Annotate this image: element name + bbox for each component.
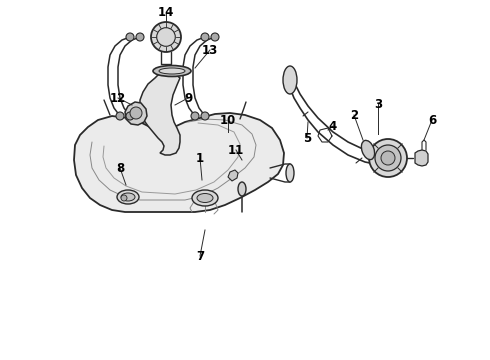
Text: 5: 5 xyxy=(303,131,311,144)
Ellipse shape xyxy=(197,194,213,202)
Circle shape xyxy=(201,112,209,120)
Text: 1: 1 xyxy=(196,152,204,165)
Circle shape xyxy=(121,195,127,201)
Circle shape xyxy=(130,107,142,119)
Ellipse shape xyxy=(121,193,135,201)
Ellipse shape xyxy=(117,190,139,204)
Ellipse shape xyxy=(381,151,395,165)
Ellipse shape xyxy=(369,139,407,177)
Text: 6: 6 xyxy=(428,113,436,126)
Circle shape xyxy=(126,33,134,41)
Circle shape xyxy=(211,33,219,41)
Circle shape xyxy=(151,22,181,52)
Ellipse shape xyxy=(153,66,191,77)
Circle shape xyxy=(126,112,134,120)
Polygon shape xyxy=(74,113,284,212)
Polygon shape xyxy=(228,170,238,181)
Circle shape xyxy=(116,112,124,120)
Text: 10: 10 xyxy=(220,113,236,126)
Circle shape xyxy=(136,33,144,41)
Ellipse shape xyxy=(375,145,401,171)
Circle shape xyxy=(191,112,199,120)
Text: 7: 7 xyxy=(196,249,204,262)
Ellipse shape xyxy=(159,68,185,74)
Ellipse shape xyxy=(362,140,374,159)
Ellipse shape xyxy=(192,190,218,206)
Ellipse shape xyxy=(286,164,294,182)
Text: 14: 14 xyxy=(158,5,174,18)
Text: 11: 11 xyxy=(228,144,244,157)
Polygon shape xyxy=(140,72,180,155)
Text: 13: 13 xyxy=(202,44,218,57)
Ellipse shape xyxy=(238,182,246,196)
Polygon shape xyxy=(125,102,147,125)
Polygon shape xyxy=(415,150,428,166)
Ellipse shape xyxy=(283,66,297,94)
Text: 12: 12 xyxy=(110,91,126,104)
Text: 4: 4 xyxy=(329,120,337,132)
Text: 8: 8 xyxy=(116,162,124,175)
Text: 2: 2 xyxy=(350,108,358,122)
Circle shape xyxy=(201,33,209,41)
Text: 9: 9 xyxy=(184,91,192,104)
Text: 3: 3 xyxy=(374,98,382,111)
